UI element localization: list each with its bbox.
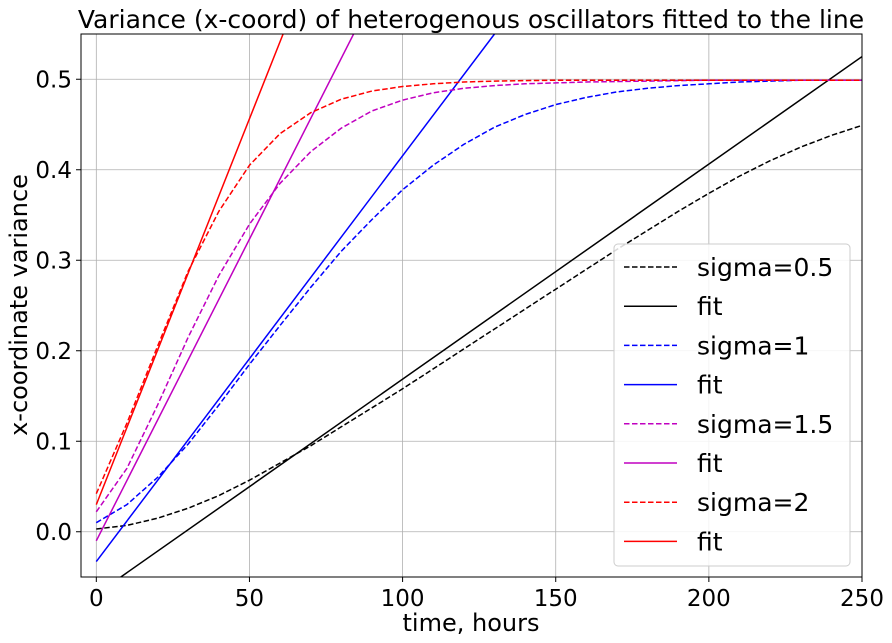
legend: sigma=0.5 fit sigma=1 fit sigma=1.5 fit sigma=… <box>613 243 851 567</box>
y-axis-label: x-coordinate variance <box>5 174 33 436</box>
legend-label: fit <box>697 527 723 556</box>
series-line-1 <box>119 55 862 577</box>
y-tick-label: 0.4 <box>35 158 72 184</box>
series-lines <box>95 34 862 577</box>
legend-label: sigma=0.5 <box>697 253 833 282</box>
legend-label: sigma=1.5 <box>697 410 833 439</box>
series-line-3 <box>95 34 496 563</box>
y-tick-label: 0.3 <box>35 248 72 274</box>
y-tick-label: 0.2 <box>35 339 72 365</box>
legend-label: fit <box>697 371 723 400</box>
series-line-0 <box>96 124 862 530</box>
legend-label: sigma=1 <box>697 331 809 360</box>
y-axis: 0.0 0.1 0.2 0.3 0.4 0.5 <box>35 67 81 546</box>
x-tick-label: 50 <box>235 586 264 612</box>
plot-frame <box>80 33 863 578</box>
chart-title: Variance (x-coord) of heterogenous oscil… <box>78 5 864 34</box>
x-tick-label: 250 <box>840 586 884 612</box>
y-tick-label: 0.5 <box>35 67 72 93</box>
series-line-6 <box>95 79 862 494</box>
legend-label: fit <box>697 292 723 321</box>
x-axis: 0 50 100 150 200 250 <box>89 577 884 612</box>
x-axis-label: time, hours <box>403 609 540 637</box>
x-tick-label: 0 <box>89 586 104 612</box>
x-tick-label: 150 <box>534 586 578 612</box>
legend-label: sigma=2 <box>697 488 809 517</box>
legend-box <box>613 243 851 567</box>
series-line-7 <box>95 34 284 505</box>
y-tick-label: 0.1 <box>35 429 72 455</box>
series-line-4 <box>95 79 862 513</box>
series-line-2 <box>95 79 862 524</box>
legend-label: fit <box>697 449 723 478</box>
series-line-5 <box>95 34 355 542</box>
x-tick-label: 100 <box>381 586 425 612</box>
x-tick-label: 200 <box>687 586 731 612</box>
y-tick-label: 0.0 <box>35 520 72 546</box>
